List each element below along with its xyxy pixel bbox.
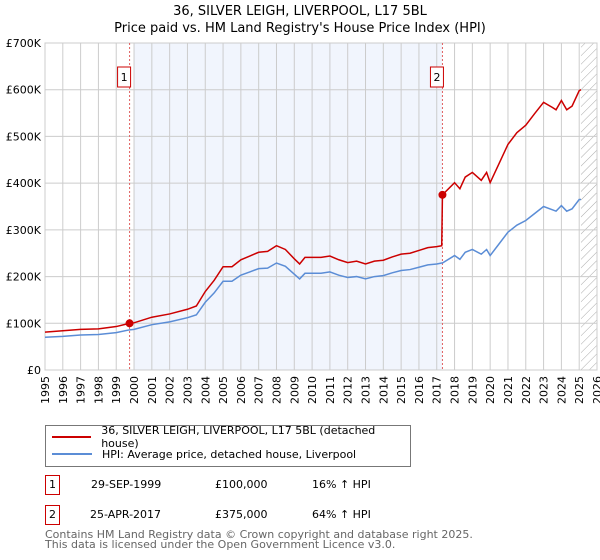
legend-label: 36, SILVER LEIGH, LIVERPOOL, L17 5BL (de…: [101, 424, 376, 450]
x-tick-label: 2015: [395, 376, 408, 404]
x-tick-label: 2024: [555, 376, 568, 404]
x-tick-label: 2001: [146, 376, 159, 404]
x-tick-label: 2026: [591, 376, 600, 404]
chart-title: 36, SILVER LEIGH, LIVERPOOL, L17 5BL: [173, 4, 427, 19]
forecast-hatch: [580, 43, 597, 370]
sale-hpi: 16% ↑ HPI: [312, 478, 371, 491]
legend: 36, SILVER LEIGH, LIVERPOOL, L17 5BL (de…: [45, 424, 411, 467]
sale-marker: 2: [45, 505, 60, 525]
sale-marker: 1: [45, 475, 60, 495]
x-tick-label: 1995: [39, 376, 52, 404]
y-tick-label: £700K: [6, 37, 42, 50]
x-tick-label: 2008: [270, 376, 283, 404]
x-tick-label: 2002: [164, 376, 177, 404]
legend-swatch-red: [52, 436, 92, 438]
y-tick-label: £400K: [6, 177, 42, 190]
sale-point: [438, 190, 447, 199]
annotation-box: [429, 66, 444, 88]
y-tick-label: £200K: [6, 271, 42, 284]
x-tick-label: 2012: [342, 376, 355, 404]
legend-item-hpi: HPI: Average price, detached house, Live…: [52, 446, 356, 462]
x-tick-label: 2020: [484, 376, 497, 404]
x-tick-label: 2019: [466, 376, 479, 404]
series-line: [44, 198, 581, 339]
plot-area: 1995 1996 1997 1998 1999 2000 2001 2002 2003 2004…: [6, 37, 600, 404]
x-tick-label: 2007: [253, 376, 266, 404]
x-tick-label: 2003: [181, 376, 194, 404]
footer-line: This data is licensed under the Open Gov…: [45, 538, 396, 551]
x-tick-label: 2013: [360, 376, 373, 404]
sale-hpi: 64% ↑ HPI: [312, 508, 371, 521]
x-tick-label: 2006: [235, 376, 248, 404]
x-tick-label: 1999: [110, 376, 123, 404]
x-tick-label: 2011: [324, 376, 337, 404]
x-tick-label: 2018: [449, 376, 462, 404]
x-tick-label: 2016: [413, 376, 426, 404]
x-tick-label: 1996: [57, 376, 70, 404]
x-tick-label: 1998: [92, 376, 105, 404]
x-tick-label: 1997: [75, 376, 88, 404]
x-tick-label: 2004: [199, 376, 212, 404]
x-tick-label: 2010: [306, 376, 319, 404]
x-tick-label: 2005: [217, 376, 230, 404]
chart-subtitle: Price paid vs. HM Land Registry's House …: [114, 21, 486, 36]
legend-swatch-blue: [52, 453, 92, 455]
sale-price: £375,000: [215, 508, 268, 521]
y-tick-label: £0: [27, 364, 41, 377]
x-tick-label: 2023: [538, 376, 551, 404]
x-tick-label: 2025: [573, 376, 586, 404]
legend-item-property: 36, SILVER LEIGH, LIVERPOOL, L17 5BL (de…: [52, 424, 410, 450]
plot-border: [44, 42, 598, 371]
sale-row: 2 25-APR-2017 £375,000 64% ↑ HPI: [45, 505, 445, 525]
x-tick-label: 2014: [377, 376, 390, 404]
sale-date: 25-APR-2017: [90, 508, 162, 521]
x-tick-label: 2000: [128, 376, 141, 404]
sale-point: [125, 319, 134, 328]
sale-price: £100,000: [215, 478, 268, 491]
annotation-label: 1: [121, 71, 128, 84]
sale-row: 1 29-SEP-1999 £100,000 16% ↑ HPI: [45, 475, 445, 495]
series-line: [44, 89, 582, 333]
legend-label: HPI: Average price, detached house, Live…: [102, 447, 357, 461]
annotation-box: [117, 66, 132, 88]
y-tick-label: £100K: [6, 317, 42, 330]
y-tick-label: £300K: [6, 224, 42, 237]
x-tick-label: 2017: [431, 376, 444, 404]
x-tick-label: 2009: [288, 376, 301, 404]
y-tick-label: £600K: [6, 84, 42, 97]
footer: Contains HM Land Registry data © Crown c…: [45, 528, 473, 551]
y-tick-label: £500K: [6, 130, 42, 143]
x-tick-label: 2021: [502, 376, 515, 404]
footer-line: Contains HM Land Registry data © Crown c…: [45, 528, 473, 541]
shaded-period: [134, 43, 443, 370]
sale-date: 29-SEP-1999: [91, 478, 162, 491]
x-tick-label: 2022: [520, 376, 533, 404]
annotation-label: 2: [433, 71, 440, 84]
